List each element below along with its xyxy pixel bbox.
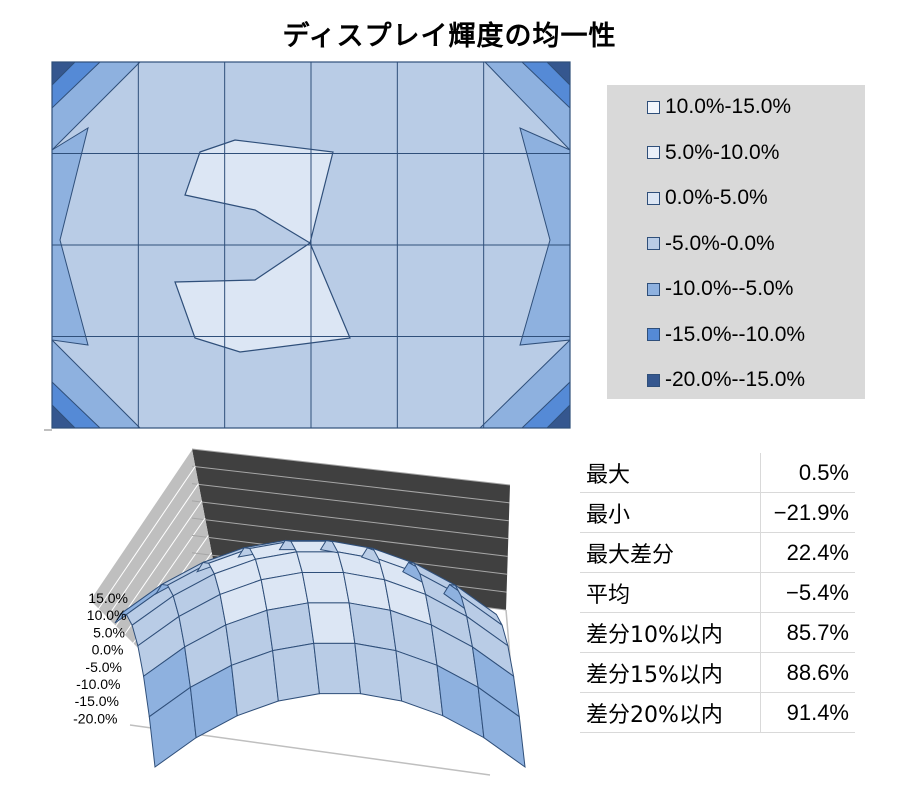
surface-z-tick-label: -15.0% — [75, 693, 119, 709]
legend-label: -10.0%--5.0% — [665, 277, 794, 300]
surface-side-gridline — [101, 483, 199, 626]
surface-facets — [114, 539, 526, 769]
legend-swatch — [647, 237, 660, 250]
surface-facet — [307, 602, 356, 644]
legend-item: -15.0%--10.0% — [647, 321, 805, 349]
surface-back-gridline — [191, 500, 509, 540]
legend-item: -5.0%-0.0% — [647, 230, 775, 258]
surface-back-gridline — [191, 465, 510, 504]
surface-side-gridline — [89, 448, 193, 601]
surface-facet — [266, 602, 315, 652]
legend-swatch — [647, 282, 660, 296]
surface-z-ticks: 15.0%10.0%5.0% 0.0%-5.0%-10.0%-15.0%-20.0… — [73, 590, 128, 726]
surface-back-gridline — [191, 448, 511, 486]
stats-value: 22.4% — [760, 532, 855, 573]
stats-value: 88.6% — [760, 652, 855, 693]
legend-label: -15.0%--10.0% — [665, 322, 806, 346]
stats-table: 最大 0.5% 最小 −21.9% 最大差分 22.4% 平均 −5.4% 差分10%以内 85.… — [580, 453, 855, 733]
stats-label: 差分15%以内 — [580, 652, 761, 693]
contour-legend: 10.0%-15.0% 5.0%-10.0% 0.0%-5.0% -5.0%-0.0%… — [607, 85, 865, 399]
surface-facet — [354, 642, 403, 702]
surface-facet — [301, 571, 350, 604]
legend-item: 5.0%-10.0% — [647, 139, 779, 167]
stats-value: 0.5% — [760, 453, 855, 493]
surface-facet — [295, 551, 345, 573]
surface-z-tick-label: -10.0% — [76, 676, 120, 692]
stats-row: 差分10%以内 85.7% — [580, 612, 855, 653]
contour-band-0-5-bottom — [174, 242, 351, 353]
surface-back-gridline — [191, 483, 509, 522]
legend-swatch — [647, 328, 660, 341]
legend-label: -5.0%-0.0% — [665, 231, 775, 255]
stats-value: −5.4% — [760, 572, 855, 613]
surface-back-gridline — [191, 517, 508, 557]
stats-value: 85.7% — [760, 612, 855, 653]
surface-z-tick-label: -20.0% — [73, 710, 117, 726]
surface-z-tick-label: 10.0% — [87, 607, 127, 623]
stats-label: 差分10%以内 — [580, 612, 761, 653]
stats-value: 91.4% — [760, 692, 855, 733]
legend-swatch — [647, 373, 660, 387]
legend-item: 10.0%-15.0% — [647, 93, 791, 121]
stats-label: 差分20%以内 — [580, 692, 761, 733]
legend-label: -20.0%--15.0% — [665, 368, 806, 391]
legend-item: -10.0%--5.0% — [647, 275, 793, 303]
stats-row: 最大差分 22.4% — [580, 532, 855, 573]
surface-z-tick-label: -5.0% — [85, 659, 122, 675]
contour-grid — [44, 61, 571, 431]
legend-label: 10.0%-15.0% — [665, 95, 792, 118]
legend-item: 0.0%-5.0% — [647, 184, 768, 212]
legend-label: 5.0%-10.0% — [665, 140, 780, 164]
stats-row: 最小 −21.9% — [580, 492, 855, 533]
stats-label: 最大差分 — [580, 532, 761, 573]
legend-swatch — [647, 146, 660, 159]
chart-title: ディスプレイ輝度の均一性 — [282, 21, 617, 52]
contour-frame — [51, 61, 571, 429]
legend-label: 0.0%-5.0% — [665, 186, 768, 209]
legend-swatch — [647, 100, 660, 114]
surface-facet — [477, 686, 526, 769]
surface-side-gridline — [112, 517, 206, 652]
stats-label: 最小 — [580, 492, 761, 533]
stats-label: 最大 — [580, 453, 761, 493]
surface-z-tick-label: 0.0% — [92, 642, 124, 658]
stats-row: 差分20%以内 91.4% — [580, 692, 855, 733]
stats-row: 差分15%以内 88.6% — [580, 652, 855, 693]
stats-row: 最大 0.5% — [580, 453, 855, 493]
surface-z-tick-label: 15.0% — [88, 590, 128, 606]
surface-facet — [313, 642, 362, 695]
stats-label: 平均 — [580, 572, 761, 613]
stats-row: 平均 −5.4% — [580, 572, 855, 613]
stats-value: −21.9% — [760, 492, 855, 533]
legend-item: -20.0%--15.0% — [647, 366, 805, 394]
surface-z-tick-label: 5.0% — [93, 624, 125, 640]
surface-side-gridline — [95, 466, 196, 614]
legend-swatch — [647, 191, 660, 205]
surface-facet — [272, 642, 320, 702]
